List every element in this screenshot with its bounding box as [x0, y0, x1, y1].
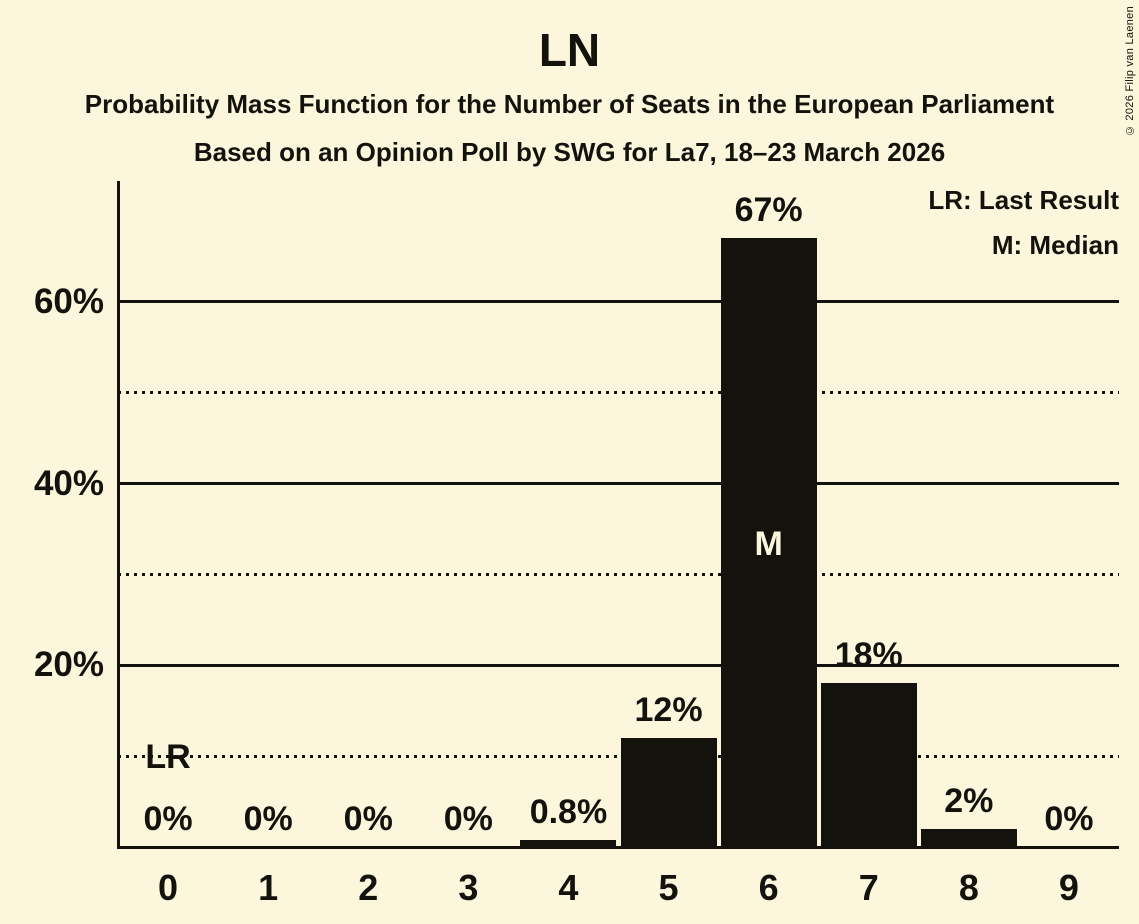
gridline-solid — [118, 482, 1119, 486]
x-axis-tick-label: 9 — [1058, 867, 1079, 908]
bar-seats-6 — [720, 238, 817, 847]
gridline-solid — [118, 663, 1119, 667]
gridline-dotted — [118, 754, 1119, 758]
bar-value-label: 0% — [443, 800, 493, 838]
x-axis-tick-label: 6 — [758, 867, 779, 908]
bar-seats-8 — [920, 828, 1017, 847]
plot-area: 0% 0% 0% 0% 0.8% 12% 67% 18% 2% 0% LR M — [118, 181, 1119, 847]
x-axis-tick-label: 7 — [858, 867, 879, 908]
copyright-notice: © 2026 Filip van Laenen — [1124, 6, 1136, 137]
y-axis-line — [117, 181, 120, 848]
chart-subtitle: Probability Mass Function for the Number… — [84, 89, 1055, 119]
x-axis-tick-label: 5 — [658, 867, 679, 908]
median-marker: M — [754, 525, 783, 563]
x-axis-tick-label: 1 — [258, 867, 279, 908]
bar-value-label: 0.8% — [529, 792, 608, 831]
x-axis-line — [117, 846, 1119, 849]
gridline-dotted — [118, 391, 1119, 395]
y-axis-tick-label: 60% — [33, 281, 104, 321]
bar-seats-7 — [820, 683, 917, 847]
x-axis-tick-label: 3 — [458, 867, 479, 908]
x-axis-tick-label: 2 — [358, 867, 379, 908]
bar-value-label: 0% — [243, 800, 293, 838]
last-result-marker: LR — [145, 738, 191, 776]
y-axis-tick-label: 20% — [33, 645, 104, 685]
bar-value-label: 0% — [343, 800, 393, 838]
x-axis-tick-label: 0 — [158, 867, 179, 908]
bar-value-label: 18% — [834, 636, 903, 675]
legend-last-result: LR: Last Result — [928, 185, 1119, 215]
x-axis-tick-label: 4 — [558, 867, 579, 908]
gridline-solid — [118, 300, 1119, 304]
bar-value-label: 0% — [143, 800, 193, 838]
chart-poll-info: Based on an Opinion Poll by SWG for La7,… — [193, 137, 946, 167]
x-axis-tick-label: 8 — [958, 867, 979, 908]
bar-value-label: 12% — [634, 690, 703, 729]
legend: LR: Last Result M: Median — [928, 183, 1119, 273]
bar-seats-4 — [520, 839, 617, 847]
y-axis-tick-label: 40% — [33, 463, 104, 503]
bar-value-label: 0% — [1044, 800, 1094, 838]
chart-title: LN — [538, 24, 601, 76]
bar-value-label: 67% — [734, 191, 803, 230]
bar-value-label: 2% — [944, 781, 994, 820]
gridline-dotted — [118, 572, 1119, 576]
legend-median: M: Median — [991, 230, 1119, 260]
bar-seats-5 — [620, 737, 717, 847]
